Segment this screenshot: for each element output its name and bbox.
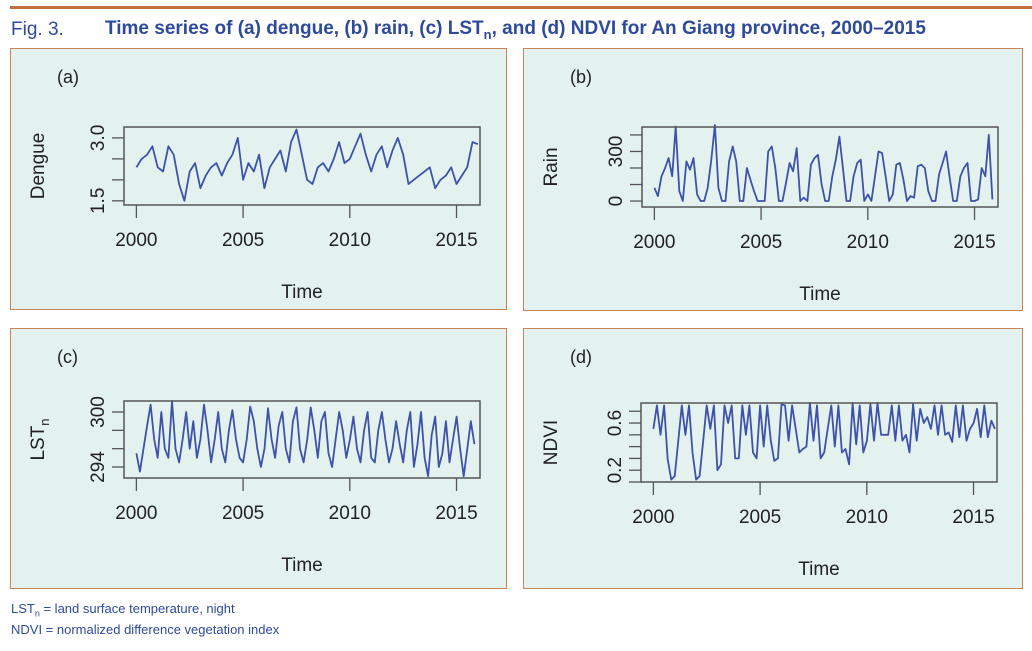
y-axis-label-subscript: n — [37, 418, 52, 425]
y-tick-label: 1.5 — [88, 188, 109, 214]
plot-frame — [123, 400, 481, 479]
x-tick-label: 2005 — [740, 232, 782, 253]
plot-frame — [123, 126, 481, 206]
panel-b-rain: (b) 2000 2005 2010 2015 0 300 Time Rain — [523, 48, 1023, 311]
y-axis-label: Dengue — [28, 133, 49, 200]
y-tick-label: 300 — [606, 136, 627, 168]
x-axis-label: Time — [281, 555, 323, 576]
x-tick-label: 2010 — [329, 503, 371, 524]
x-axis-label: Time — [799, 284, 841, 305]
x-axis-label: Time — [798, 559, 840, 580]
top-rule — [10, 6, 1032, 9]
x-tick-label: 2000 — [632, 507, 674, 528]
x-tick-label: 2005 — [739, 507, 781, 528]
series-line — [653, 124, 994, 202]
x-tick-label: 2000 — [115, 230, 157, 251]
x-tick-label: 2000 — [633, 232, 675, 253]
x-tick-label: 2015 — [435, 230, 477, 251]
x-tick-label: 2015 — [435, 503, 477, 524]
x-tick-label: 2010 — [329, 230, 371, 251]
series-line — [135, 128, 479, 202]
y-tick-label: 294 — [88, 451, 109, 483]
footnote-lst: LSTn = land surface temperature, night — [11, 601, 235, 619]
plot-frame — [640, 402, 998, 483]
x-axis-label: Time — [281, 282, 323, 303]
panel-label: (d) — [570, 347, 592, 367]
y-axis-label: Rain — [541, 147, 562, 186]
x-tick-label: 2010 — [847, 232, 889, 253]
series-line — [652, 402, 996, 481]
panel-d-ndvi: (d) 2000 2005 2010 2015 0.2 0.6 Time NDVI — [523, 328, 1023, 589]
panel-a-dengue: (a) 2000 2005 2010 2015 1.5 3.0 Time Dengue — [10, 48, 507, 310]
chart-svg: (b) 2000 2005 2010 2015 0 300 Time Rain — [541, 67, 999, 305]
chart-svg: (d) 2000 2005 2010 2015 0.2 0.6 Time NDVI — [541, 347, 998, 580]
y-tick-label: 0 — [606, 196, 627, 207]
y-axis-label: NDVI — [541, 420, 562, 465]
x-tick-label: 2010 — [846, 507, 888, 528]
series-line — [135, 400, 476, 478]
figure-title: Time series of (a) dengue, (b) rain, (c)… — [105, 18, 926, 42]
chart-svg: (a) 2000 2005 2010 2015 1.5 3.0 Time Dengue — [28, 67, 481, 303]
x-tick-label: 2005 — [222, 503, 264, 524]
y-axis-label: LSTn — [28, 418, 52, 460]
panel-label: (b) — [570, 67, 592, 87]
panel-label: (c) — [57, 347, 78, 367]
panel-c-lst: (c) 2000 2005 2010 2015 294 300 Time LSTn — [10, 328, 507, 589]
chart-svg: (c) 2000 2005 2010 2015 294 300 Time LSTn — [28, 347, 481, 576]
y-tick-label: 0.2 — [605, 457, 626, 483]
y-tick-label: 300 — [88, 396, 109, 428]
panel-label: (a) — [57, 67, 79, 87]
x-tick-label: 2000 — [115, 503, 157, 524]
y-tick-label: 0.6 — [605, 410, 626, 436]
x-tick-label: 2015 — [952, 507, 994, 528]
footnote-ndvi: NDVI = normalized difference vegetation … — [11, 622, 280, 637]
figure-label: Fig. 3. — [11, 19, 64, 40]
plot-frame — [641, 126, 999, 208]
y-tick-label: 3.0 — [88, 125, 109, 151]
x-tick-label: 2005 — [222, 230, 264, 251]
x-tick-label: 2015 — [953, 232, 995, 253]
